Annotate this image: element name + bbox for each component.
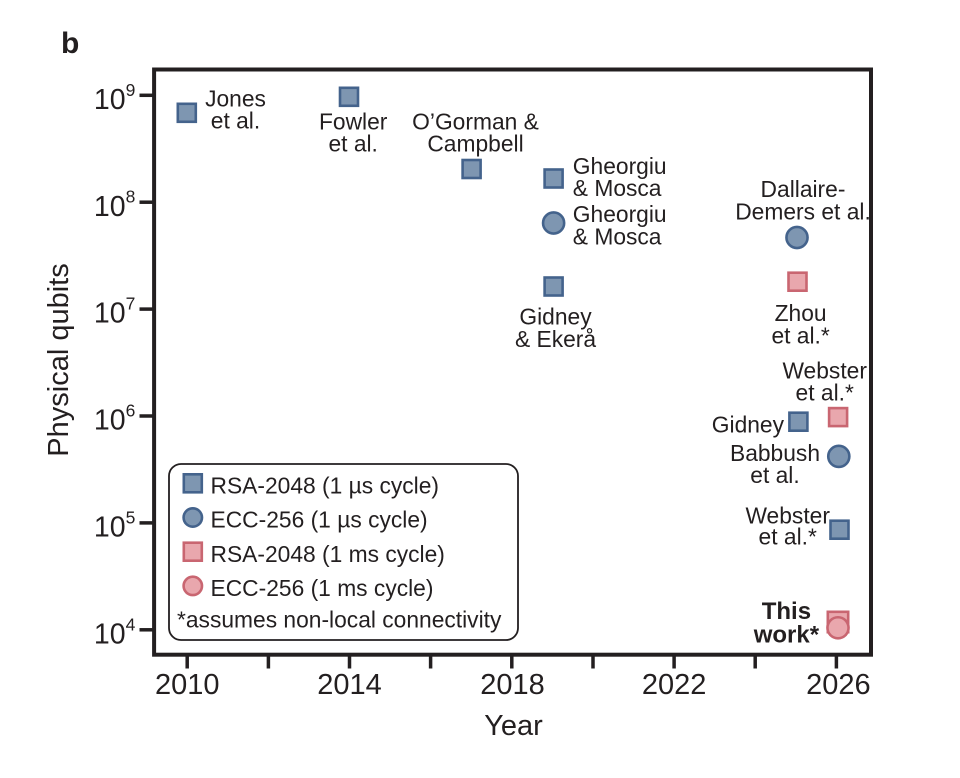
- svg-text:Gidney: Gidney: [519, 303, 592, 329]
- svg-text:et al.*: et al.*: [796, 380, 854, 406]
- svg-text:Fowler: Fowler: [319, 108, 388, 134]
- svg-text:Dallaire-: Dallaire-: [761, 176, 846, 202]
- svg-text:Webster: Webster: [782, 358, 867, 384]
- svg-text:Physical qubits: Physical qubits: [43, 263, 75, 456]
- svg-text:et al.*: et al.*: [771, 322, 829, 348]
- svg-text:& Mosca: & Mosca: [573, 175, 662, 201]
- svg-text:2010: 2010: [155, 669, 220, 701]
- svg-text:Gheorgiu: Gheorgiu: [573, 153, 667, 179]
- svg-text:RSA-2048 (1 ms cycle): RSA-2048 (1 ms cycle): [211, 541, 445, 567]
- svg-text:Year: Year: [484, 710, 543, 742]
- svg-text:ECC-256 (1 µs cycle): ECC-256 (1 µs cycle): [211, 507, 428, 533]
- svg-text:O’Gorman &: O’Gorman &: [412, 108, 539, 134]
- svg-text:Jones: Jones: [205, 85, 266, 111]
- svg-text:Gidney: Gidney: [712, 412, 785, 438]
- svg-text:work*: work*: [753, 621, 820, 648]
- svg-text:et al.: et al.: [211, 108, 260, 134]
- svg-text:2014: 2014: [317, 669, 382, 701]
- svg-text:2022: 2022: [642, 669, 707, 701]
- svg-text:ECC-256 (1 ms cycle): ECC-256 (1 ms cycle): [211, 575, 434, 601]
- svg-text:& Ekerå: & Ekerå: [515, 326, 596, 352]
- svg-text:Babbush: Babbush: [730, 440, 820, 466]
- svg-text:*assumes non-local connectivit: *assumes non-local connectivity: [177, 606, 502, 632]
- svg-text:RSA-2048 (1 µs cycle): RSA-2048 (1 µs cycle): [211, 473, 440, 499]
- svg-text:et al.*: et al.*: [759, 524, 817, 550]
- svg-text:Webster: Webster: [745, 502, 830, 528]
- svg-text:& Mosca: & Mosca: [573, 223, 662, 249]
- svg-text:2026: 2026: [806, 669, 871, 701]
- svg-text:This: This: [762, 598, 811, 625]
- svg-text:et al.: et al.: [750, 462, 799, 488]
- svg-text:et al.: et al.: [328, 131, 377, 157]
- svg-text:2018: 2018: [480, 669, 545, 701]
- svg-text:Demers et al.: Demers et al.: [735, 198, 871, 224]
- svg-text:Gheorgiu: Gheorgiu: [573, 201, 667, 227]
- svg-text:Zhou: Zhou: [775, 300, 827, 326]
- svg-text:Campbell: Campbell: [427, 131, 523, 157]
- svg-text:b: b: [61, 27, 79, 60]
